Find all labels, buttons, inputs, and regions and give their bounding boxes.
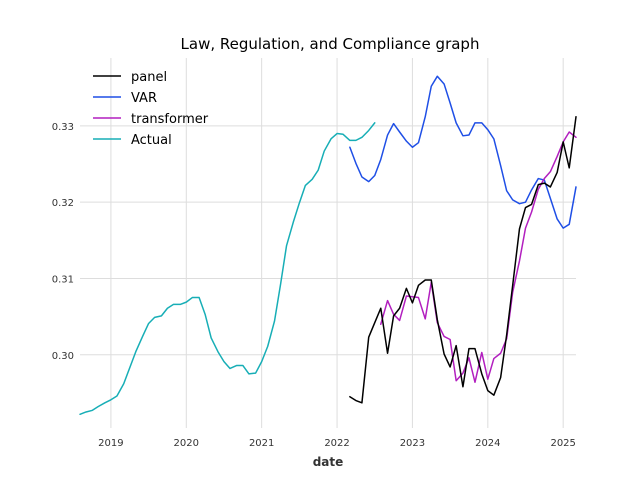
x-tick-label: 2019 (98, 438, 123, 449)
x-tick-labels: 2019 2020 2021 2022 2023 2024 2025 (98, 438, 576, 449)
x-axis-label: date (313, 455, 344, 469)
series-layer (79, 75, 577, 416)
legend: panel VAR transformer Actual (93, 70, 209, 148)
x-tick-label: 2021 (249, 438, 274, 449)
y-tick-label: 0.33 (52, 122, 74, 133)
legend-label-panel: panel (131, 70, 167, 85)
x-tick-label: 2025 (550, 438, 575, 449)
series-line-panel (349, 115, 577, 404)
legend-label-actual: Actual (131, 133, 172, 148)
x-tick-label: 2024 (475, 438, 500, 449)
x-tick-label: 2020 (174, 438, 199, 449)
x-tick-label: 2023 (400, 438, 425, 449)
legend-label-var: VAR (131, 91, 157, 106)
y-tick-label: 0.31 (52, 274, 74, 285)
series-line-actual (79, 122, 376, 416)
y-tick-label: 0.32 (52, 198, 74, 209)
legend-label-transformer: transformer (131, 112, 209, 127)
y-tick-labels: 0.30 0.31 0.32 0.33 (52, 122, 74, 362)
series-line-transformer (380, 131, 577, 383)
chart-title: Law, Regulation, and Compliance graph (181, 35, 480, 53)
x-tick-label: 2022 (324, 438, 349, 449)
y-tick-label: 0.30 (52, 351, 74, 362)
grid (80, 58, 576, 428)
series-line-var (349, 75, 577, 229)
